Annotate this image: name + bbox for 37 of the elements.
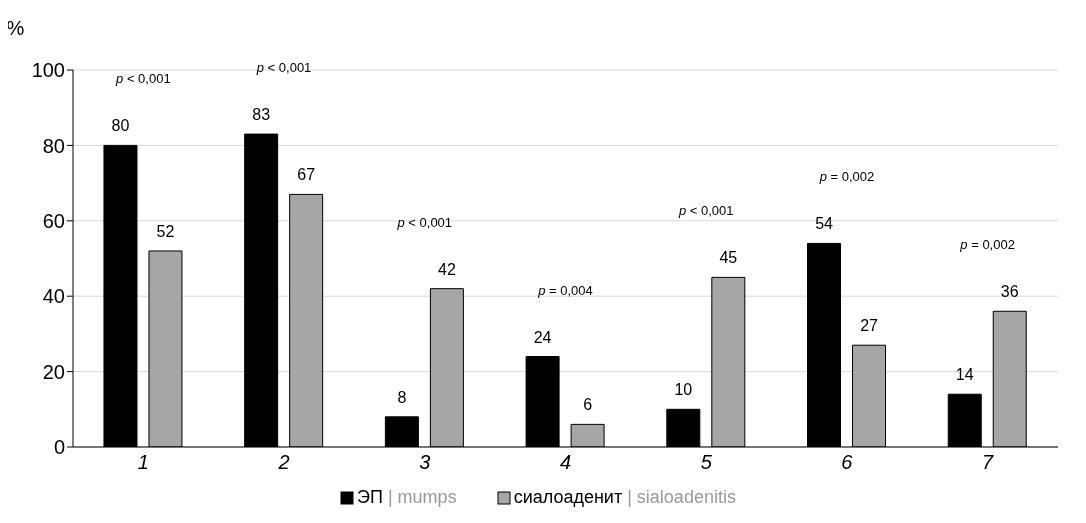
- data-label: 24: [533, 328, 552, 346]
- y-tick-label: 40: [42, 285, 65, 308]
- x-tick-label: 4: [559, 451, 572, 474]
- data-label: 80: [111, 117, 130, 135]
- y-tick-label: 60: [42, 209, 65, 232]
- x-tick-label: 5: [700, 451, 713, 474]
- y-axis-title: %: [6, 17, 25, 39]
- data-label: 8: [397, 388, 407, 406]
- data-label: 6: [583, 396, 593, 414]
- annotation: p = 0,002: [959, 237, 1015, 253]
- y-tick-label: 0: [53, 436, 65, 459]
- data-label: 45: [719, 249, 738, 267]
- y-tick-label: 80: [42, 134, 65, 157]
- annotation: p < 0,001: [255, 60, 312, 76]
- x-tick-label: 2: [277, 451, 290, 474]
- data-label: 52: [156, 222, 175, 240]
- legend-label: ЭП | mumps: [357, 487, 457, 508]
- data-label: 36: [1000, 283, 1019, 301]
- data-label: 54: [815, 215, 834, 233]
- annotation: p = 0,002: [818, 169, 875, 185]
- annotation: p < 0,001: [115, 71, 171, 87]
- x-tick-label: 6: [841, 451, 854, 474]
- annotation: p = 0,004: [537, 282, 593, 298]
- x-tick-label: 3: [419, 451, 431, 474]
- y-tick-label: 100: [31, 59, 65, 82]
- data-label: 42: [437, 260, 456, 278]
- data-label: 10: [674, 381, 693, 399]
- data-label: 27: [860, 317, 879, 335]
- legend-label: сиалоаденит | sialoadenitis: [513, 487, 736, 508]
- data-label: 67: [297, 166, 316, 184]
- data-label: 83: [252, 106, 271, 124]
- x-tick-label: 7: [982, 451, 995, 474]
- data-label: 14: [955, 366, 974, 384]
- y-tick-label: 20: [42, 360, 65, 383]
- x-tick-label: 1: [137, 451, 149, 474]
- annotation: p < 0,001: [396, 214, 453, 230]
- annotation: p < 0,001: [677, 203, 734, 219]
